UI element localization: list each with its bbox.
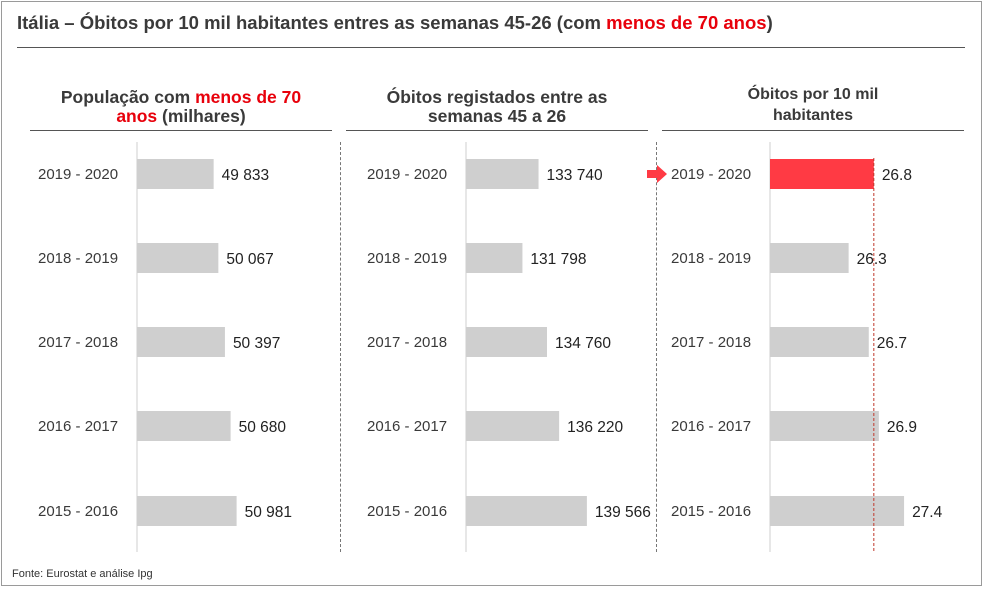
panel-3-value-label: 26.3 — [857, 251, 887, 268]
panel-1-value-label: 50 397 — [233, 335, 280, 352]
panel-1-rule — [30, 130, 332, 131]
panel-2-bar-2 — [466, 243, 523, 273]
panel-1-value-label: 50 067 — [226, 251, 273, 268]
panel-3-header-line-2: habitantes — [772, 107, 853, 124]
panel-2-rule — [346, 130, 648, 131]
panel-1-header-part-2: (milhares) — [157, 106, 246, 126]
panel-2-category-label: 2015 - 2016 — [367, 503, 447, 520]
title-highlight: menos de 70 anos — [606, 12, 767, 33]
page-title: Itália – Óbitos por 10 mil habitantes en… — [17, 12, 773, 34]
panel-2-bar-4 — [466, 411, 560, 441]
panel-3-bar-4 — [770, 411, 879, 441]
panel-2-category-label: 2016 - 2017 — [367, 418, 447, 435]
highlight-arrow-icon — [647, 165, 667, 183]
panel-3-header-line-1: Óbitos por 10 mil — [747, 86, 879, 103]
panel-1-bar-5 — [137, 496, 237, 526]
panel-1-value-label: 50 680 — [239, 419, 287, 436]
panel-3-value-label: 27.4 — [912, 504, 943, 521]
panel-3-category-label: 2018 - 2019 — [671, 250, 751, 267]
panel-1-header-highlight: menos de 70 — [195, 87, 302, 107]
panel-2-category-label: 2018 - 2019 — [367, 250, 447, 267]
panel-2-header: Óbitos registados entre as semanas 45 a … — [346, 88, 648, 126]
title-divider — [17, 47, 965, 48]
panel-separator-2 — [656, 142, 657, 552]
panel-2-value-label: 134 760 — [555, 335, 611, 352]
source-note: Fonte: Eurostat e análise Ipg — [12, 568, 153, 580]
panel-2-bar-1 — [466, 159, 539, 189]
panel-3-category-label: 2019 - 2020 — [671, 166, 751, 183]
panel-1-category-label: 2016 - 2017 — [38, 418, 118, 435]
panel-1-bar-1 — [137, 159, 214, 189]
panel-1-bar-4 — [137, 411, 231, 441]
panel-1-header-part: População com — [60, 87, 196, 107]
panel-1-category-label: 2015 - 2016 — [38, 503, 118, 520]
panel-3-value-label: 26.9 — [887, 419, 917, 436]
panel-3-bar-5 — [770, 496, 905, 526]
panel-1-bar-2 — [137, 243, 219, 273]
panel-1-header-highlight-2: anos — [116, 106, 158, 126]
panel-1-category-label: 2017 - 2018 — [38, 334, 118, 351]
panel-3-header: Óbitos por 10 mil habitantes — [662, 84, 964, 126]
panel-2-header-line-2: semanas 45 a 26 — [427, 106, 567, 126]
panel-2-value-label: 136 220 — [567, 419, 623, 436]
panel-3-category-label: 2017 - 2018 — [671, 334, 751, 351]
panel-2-bar-5 — [466, 496, 587, 526]
panel-3-category-label: 2016 - 2017 — [671, 418, 751, 435]
panel-1-bar-3 — [137, 327, 225, 357]
title-prefix: Itália – Óbitos por 10 mil habitantes en… — [17, 12, 607, 33]
panel-1-category-label: 2019 - 2020 — [38, 166, 118, 183]
panel-2-category-label: 2017 - 2018 — [367, 334, 447, 351]
panel-3-rule — [662, 130, 964, 131]
panel-3-bar-3 — [770, 327, 869, 357]
panel-2-value-label: 139 566 — [595, 504, 651, 521]
panel-2-value-label: 133 740 — [547, 167, 603, 184]
panel-3-value-label: 26.7 — [877, 335, 907, 352]
panel-1-value-label: 50 981 — [245, 504, 292, 521]
panel-2-bar-3 — [466, 327, 548, 357]
panel-2-category-label: 2019 - 2020 — [367, 166, 447, 183]
panel-3-category-label: 2015 - 2016 — [671, 503, 751, 520]
panel-2-value-label: 131 798 — [530, 251, 586, 268]
panel-1-value-label: 49 833 — [222, 167, 269, 184]
panel-3-bar-1 — [770, 159, 874, 189]
panel-2-header-line-1: Óbitos registados entre as — [386, 87, 608, 107]
panel-1-header: População com menos de 70 anos (milhares… — [30, 88, 332, 126]
panel-separator-1 — [340, 142, 341, 552]
title-suffix: ) — [766, 12, 773, 33]
panel-3-bar-2 — [770, 243, 849, 273]
panel-3-value-label: 26.8 — [882, 167, 912, 184]
panel-1-category-label: 2018 - 2019 — [38, 250, 118, 267]
